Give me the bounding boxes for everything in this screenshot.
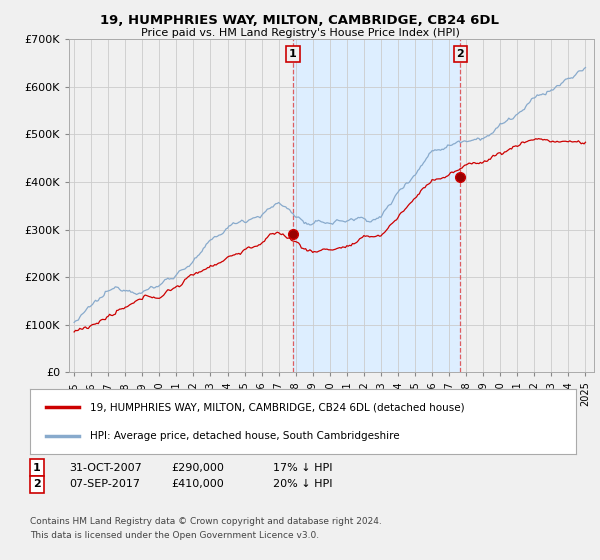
- Text: 31-OCT-2007: 31-OCT-2007: [69, 463, 142, 473]
- Text: 19, HUMPHRIES WAY, MILTON, CAMBRIDGE, CB24 6DL (detached house): 19, HUMPHRIES WAY, MILTON, CAMBRIDGE, CB…: [90, 402, 464, 412]
- Text: This data is licensed under the Open Government Licence v3.0.: This data is licensed under the Open Gov…: [30, 531, 319, 540]
- Text: 19, HUMPHRIES WAY, MILTON, CAMBRIDGE, CB24 6DL: 19, HUMPHRIES WAY, MILTON, CAMBRIDGE, CB…: [101, 14, 499, 27]
- Text: £290,000: £290,000: [171, 463, 224, 473]
- Text: Contains HM Land Registry data © Crown copyright and database right 2024.: Contains HM Land Registry data © Crown c…: [30, 516, 382, 526]
- Text: 07-SEP-2017: 07-SEP-2017: [69, 479, 140, 489]
- Text: HPI: Average price, detached house, South Cambridgeshire: HPI: Average price, detached house, Sout…: [90, 431, 400, 441]
- Text: £410,000: £410,000: [171, 479, 224, 489]
- Text: 20% ↓ HPI: 20% ↓ HPI: [273, 479, 332, 489]
- Text: 2: 2: [457, 49, 464, 59]
- Text: 1: 1: [289, 49, 297, 59]
- Text: Price paid vs. HM Land Registry's House Price Index (HPI): Price paid vs. HM Land Registry's House …: [140, 28, 460, 38]
- Text: 17% ↓ HPI: 17% ↓ HPI: [273, 463, 332, 473]
- Text: 1: 1: [33, 463, 41, 473]
- Text: 2: 2: [33, 479, 41, 489]
- Bar: [293, 39, 460, 372]
